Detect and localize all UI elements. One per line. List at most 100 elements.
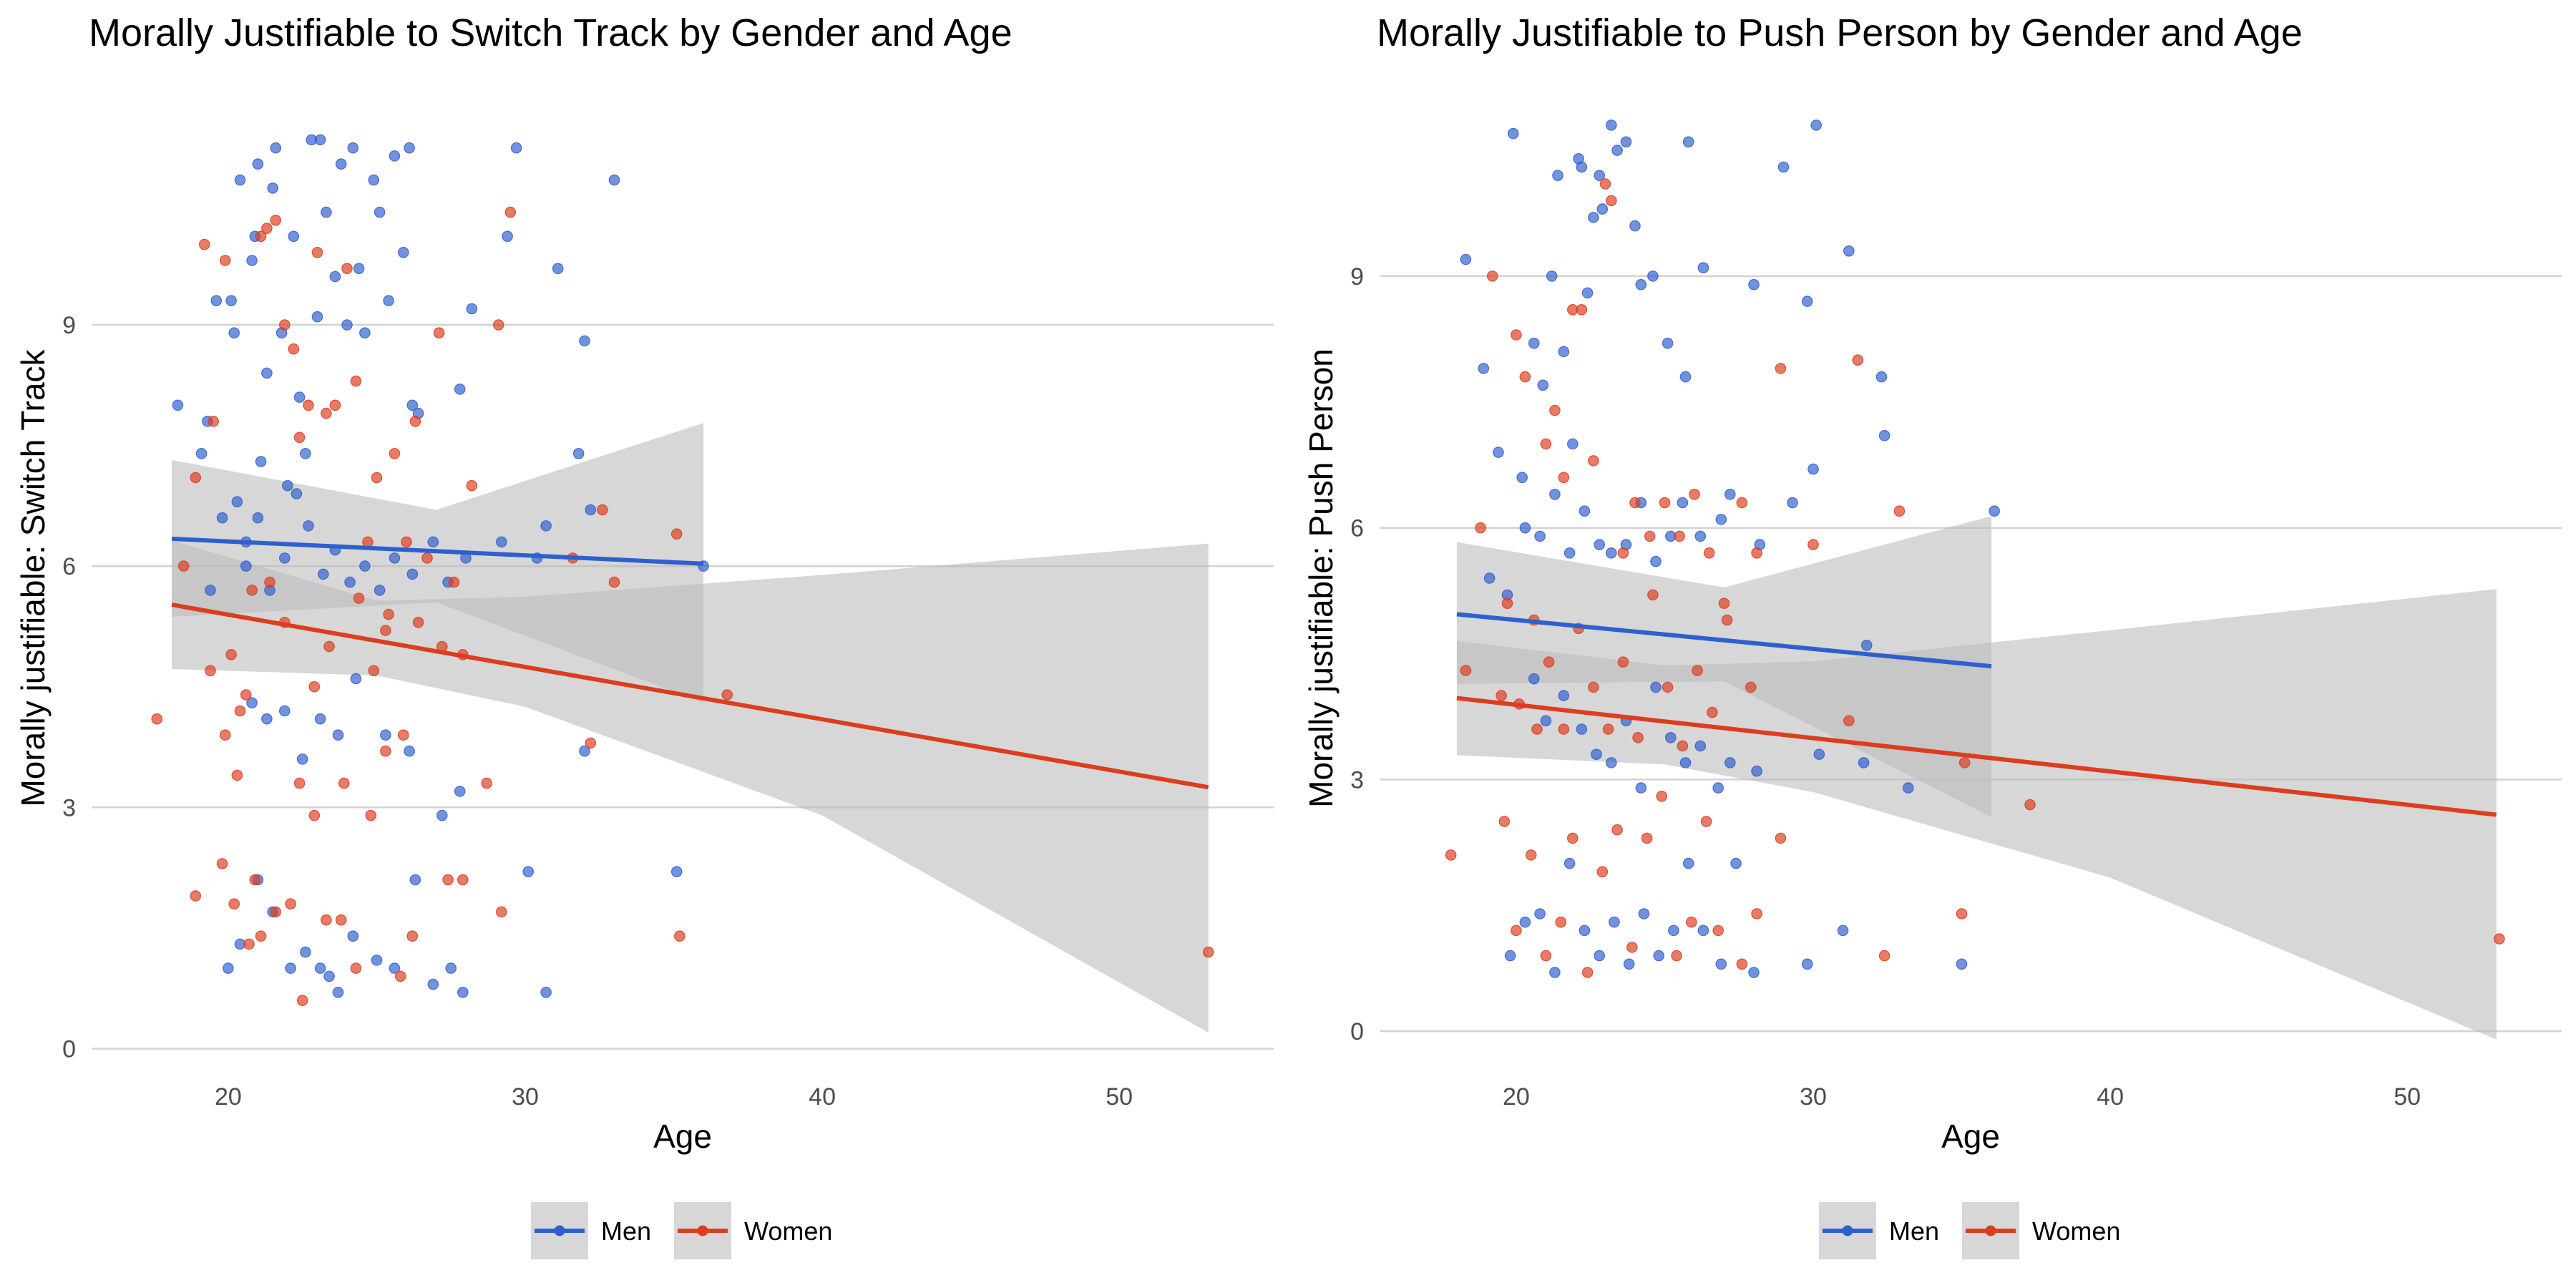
data-point xyxy=(409,415,421,427)
data-point xyxy=(670,866,683,877)
data-point xyxy=(1674,530,1685,542)
y-tick-label: 0 xyxy=(1350,1018,1364,1045)
data-point xyxy=(1724,488,1736,500)
data-point xyxy=(1558,346,1570,358)
data-point xyxy=(608,174,620,186)
data-point xyxy=(321,206,332,218)
data-point xyxy=(261,713,273,725)
data-point xyxy=(353,263,365,275)
legend-key-men xyxy=(531,1202,588,1259)
data-point xyxy=(1858,757,1870,769)
trend-line-men xyxy=(1456,612,1992,669)
data-point xyxy=(1807,539,1819,550)
data-point xyxy=(282,479,293,492)
data-point xyxy=(1519,371,1531,383)
data-point xyxy=(448,576,460,588)
data-point xyxy=(383,608,394,620)
data-point xyxy=(314,962,326,974)
data-point xyxy=(1629,497,1641,509)
data-point xyxy=(1694,530,1707,542)
legend-label-men: Men xyxy=(1889,1216,1939,1246)
data-point xyxy=(1540,438,1552,450)
data-point xyxy=(261,367,273,379)
legend: Men Women xyxy=(531,1202,832,1259)
legend-label-men: Men xyxy=(601,1216,651,1246)
data-point xyxy=(1748,967,1760,978)
data-point xyxy=(1989,505,2000,517)
x-tick-label: 20 xyxy=(1503,1083,1530,1111)
data-point xyxy=(1611,824,1623,836)
data-point xyxy=(1692,665,1703,676)
data-point xyxy=(1501,597,1513,609)
data-point xyxy=(1445,849,1457,861)
data-point xyxy=(1567,832,1579,844)
data-point xyxy=(1852,354,1864,366)
data-point xyxy=(427,978,439,990)
data-point xyxy=(228,327,240,338)
data-point xyxy=(1715,514,1727,525)
data-point xyxy=(1668,924,1679,937)
data-point xyxy=(1813,748,1825,760)
data-point xyxy=(234,174,246,186)
x-tick-label: 40 xyxy=(2097,1083,2124,1111)
data-point xyxy=(389,447,401,459)
data-point xyxy=(293,777,306,789)
legend-label-women: Women xyxy=(744,1216,832,1246)
data-point xyxy=(1775,832,1787,844)
y-axis-title: Morally justifiable: Switch Track xyxy=(14,348,52,806)
data-point xyxy=(341,263,353,275)
data-point xyxy=(522,866,534,877)
data-point xyxy=(1549,967,1561,978)
data-point xyxy=(350,375,362,387)
data-point xyxy=(466,479,478,492)
data-point xyxy=(347,930,359,942)
legend-key-point xyxy=(1842,1225,1853,1236)
data-point xyxy=(1581,287,1594,299)
data-point xyxy=(225,648,237,660)
y-tick-label: 9 xyxy=(1350,263,1364,291)
data-point xyxy=(1558,723,1570,735)
data-point xyxy=(433,327,445,338)
data-point xyxy=(1508,127,1519,140)
data-point xyxy=(1745,681,1757,693)
data-point xyxy=(1483,572,1496,584)
data-point xyxy=(341,319,353,331)
data-point xyxy=(442,874,454,886)
data-point xyxy=(231,769,243,781)
data-point xyxy=(1682,857,1694,869)
data-point xyxy=(1875,371,1888,383)
data-point xyxy=(466,303,478,315)
legend-key-point xyxy=(1985,1225,1996,1236)
data-point xyxy=(1519,522,1531,534)
data-point xyxy=(389,552,401,564)
data-point xyxy=(1606,195,1617,207)
data-point xyxy=(1602,723,1614,735)
x-tick-label: 30 xyxy=(1800,1083,1827,1111)
data-point xyxy=(1629,220,1641,232)
data-point xyxy=(278,705,291,717)
data-point xyxy=(1843,245,1855,257)
legend: Men Women xyxy=(1819,1202,2120,1259)
data-point xyxy=(234,705,246,717)
data-point xyxy=(1540,950,1552,962)
data-point xyxy=(1650,555,1662,567)
data-point xyxy=(1751,908,1762,919)
data-point xyxy=(1689,488,1700,500)
data-point xyxy=(216,512,228,524)
data-point xyxy=(365,809,376,821)
data-point xyxy=(454,786,466,797)
data-point xyxy=(225,295,237,306)
data-point xyxy=(231,496,243,507)
data-point xyxy=(1671,950,1682,962)
data-point xyxy=(323,970,335,982)
data-point xyxy=(1504,950,1516,962)
data-point xyxy=(332,729,344,741)
legend-key-point xyxy=(554,1225,565,1236)
y-tick-label: 3 xyxy=(62,794,76,821)
data-point xyxy=(495,906,507,918)
data-point xyxy=(510,142,522,154)
data-point xyxy=(255,930,267,942)
data-point xyxy=(1552,170,1563,181)
data-point xyxy=(374,585,386,596)
data-point xyxy=(457,874,469,886)
